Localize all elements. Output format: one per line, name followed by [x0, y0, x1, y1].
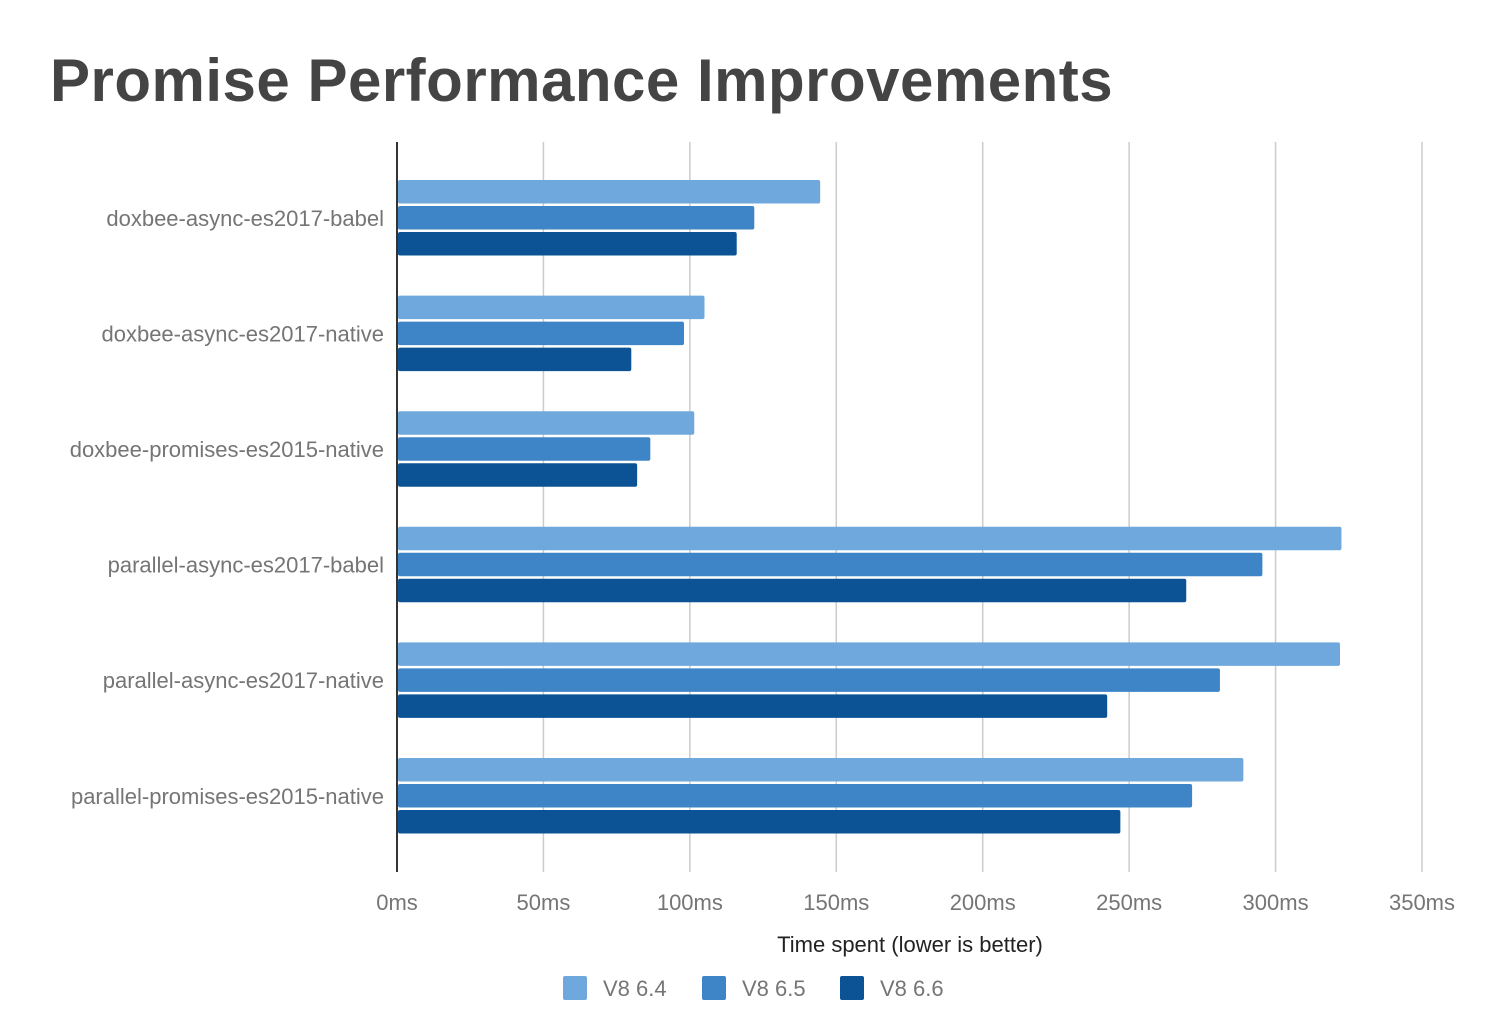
bar — [398, 784, 1193, 808]
category-label: doxbee-promises-es2015-native — [70, 437, 384, 462]
x-tick-label: 50ms — [517, 890, 571, 915]
bar — [398, 437, 651, 461]
x-tick-label: 200ms — [950, 890, 1016, 915]
category-label: parallel-promises-es2015-native — [71, 784, 384, 809]
x-tick-label: 0ms — [376, 890, 418, 915]
category-labels: doxbee-async-es2017-babel doxbee-async-es… — [70, 206, 384, 809]
x-tick-label: 100ms — [657, 890, 723, 915]
legend-swatch — [563, 976, 587, 1000]
category-label: doxbee-async-es2017-native — [101, 321, 384, 346]
bar — [398, 347, 632, 372]
bar — [398, 526, 1342, 551]
legend-swatch — [702, 976, 726, 1000]
bar — [398, 411, 695, 435]
bar — [398, 321, 684, 346]
bar — [398, 694, 1108, 718]
bar — [398, 810, 1121, 834]
bar — [398, 642, 1340, 666]
bar — [398, 578, 1187, 603]
bar — [398, 668, 1220, 692]
legend-swatch — [840, 976, 864, 1000]
x-tick-labels: 0ms 50ms 100ms 150ms 200ms 250ms 300ms 350ms — [376, 890, 1455, 915]
category-label: parallel-async-es2017-babel — [108, 553, 384, 578]
legend: V8 6.4 V8 6.5 V8 6.6 — [563, 976, 944, 1001]
bar — [398, 552, 1263, 577]
gridlines — [542, 142, 1423, 872]
x-tick-label: 300ms — [1243, 890, 1309, 915]
x-tick-label: 250ms — [1096, 890, 1162, 915]
category-label: parallel-async-es2017-native — [103, 668, 384, 693]
category-label: doxbee-async-es2017-babel — [106, 206, 384, 231]
legend-label: V8 6.6 — [880, 976, 944, 1001]
chart-title: Promise Performance Improvements — [50, 47, 1114, 114]
x-axis-title: Time spent (lower is better) — [777, 932, 1043, 957]
bar — [398, 206, 755, 230]
x-tick-label: 150ms — [803, 890, 869, 915]
x-tick-label: 350ms — [1389, 890, 1455, 915]
legend-label: V8 6.5 — [742, 976, 806, 1001]
bars — [398, 180, 1342, 834]
legend-label: V8 6.4 — [603, 976, 667, 1001]
bar — [398, 758, 1244, 782]
bar — [398, 295, 705, 320]
bar — [398, 232, 737, 256]
bar — [398, 180, 821, 204]
bar — [398, 463, 638, 487]
